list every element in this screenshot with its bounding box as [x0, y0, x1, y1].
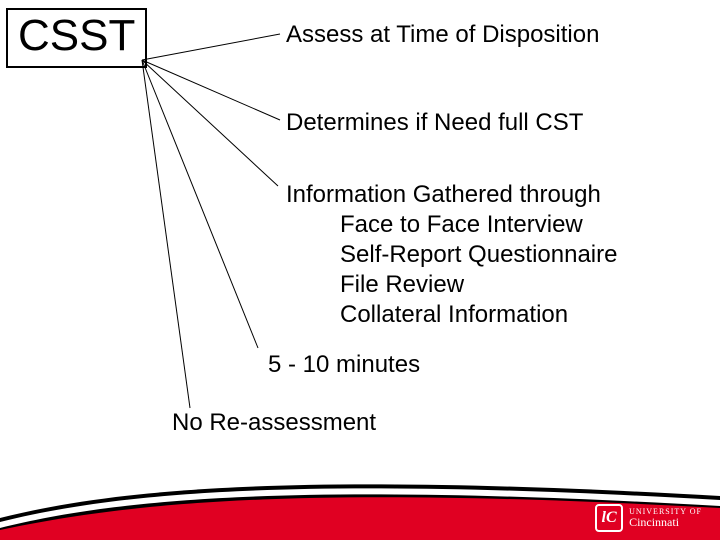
item-no-reassessment: No Re-assessment: [172, 408, 376, 438]
item-info-sub-1: Self-Report Questionnaire: [286, 240, 617, 270]
item-assess: Assess at Time of Disposition: [286, 20, 599, 50]
csst-box: CSST: [6, 8, 147, 68]
item-info-block: Information Gathered through Face to Fac…: [286, 180, 617, 330]
item-determines: Determines if Need full CST: [286, 108, 583, 138]
item-minutes: 5 - 10 minutes: [268, 350, 420, 380]
item-info-header: Information Gathered through: [286, 180, 617, 210]
uc-logo-line2: Cincinnati: [629, 516, 702, 529]
uc-logo-text: UNIVERSITY OF Cincinnati: [629, 508, 702, 529]
uc-logo-mark: lC: [595, 504, 623, 532]
footer-banner: lC UNIVERSITY OF Cincinnati: [0, 470, 720, 540]
uc-logo: lC UNIVERSITY OF Cincinnati: [595, 504, 702, 532]
item-info-sub-0: Face to Face Interview: [286, 210, 617, 240]
item-info-sub-2: File Review: [286, 270, 617, 300]
item-info-sub-3: Collateral Information: [286, 300, 617, 330]
